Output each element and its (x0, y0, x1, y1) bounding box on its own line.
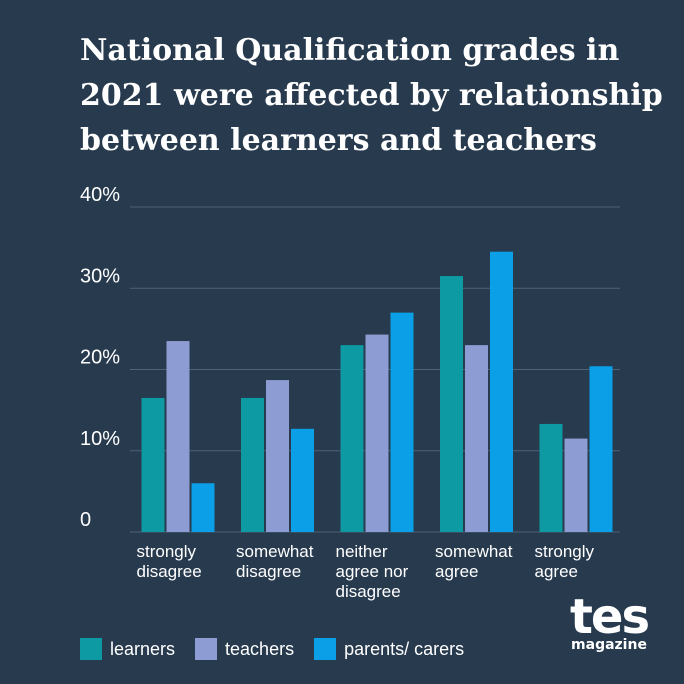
tes-magazine-logo: tes magazine (566, 589, 652, 653)
bar-parents-carers-0 (191, 483, 215, 532)
bar-learners-3 (440, 276, 463, 532)
legend-swatch-teachers (195, 638, 218, 660)
bar-teachers-1 (266, 380, 289, 532)
legend: learners teachers parents/ carers (80, 638, 484, 660)
bar-teachers-4 (564, 438, 588, 532)
x-category-label-2: neither agree nor disagree (336, 542, 409, 601)
x-category-label-3: somewhat agree (435, 542, 513, 581)
y-tick-label-10: 10% (80, 428, 120, 450)
y-tick-label-40: 40% (80, 184, 120, 206)
x-category-label-1: somewhat disagree (236, 542, 314, 581)
y-tick-label-20: 20% (80, 347, 120, 369)
legend-label-parents-carers: parents/ carers (344, 638, 465, 659)
legend-swatch-learners (80, 638, 102, 660)
x-category-label-4: strongly agree (535, 542, 595, 581)
bar-parents-carers-2 (390, 312, 414, 532)
x-category-label-0: strongly disagree (137, 542, 202, 581)
logo-main-text: tes (569, 589, 650, 645)
bar-parents-carers-3 (490, 251, 513, 532)
bar-teachers-2 (365, 334, 389, 532)
chart-title: National Qualification grades in 2021 we… (80, 28, 670, 163)
legend-label-learners: learners (110, 638, 176, 659)
bar-learners-1 (241, 397, 264, 532)
legend-item-parents-carers: parents/ carers (314, 638, 464, 660)
bar-learners-4 (539, 423, 563, 532)
logo-sub-text: magazine (571, 637, 647, 653)
y-tick-label-0: 0 (80, 509, 91, 531)
title-line-3: between learners and teachers (80, 123, 597, 158)
title-line-1: National Qualification grades in (80, 33, 620, 68)
bar-teachers-0 (166, 341, 190, 532)
bar-learners-2 (340, 345, 364, 532)
legend-swatch-parents-carers (314, 638, 337, 660)
legend-item-teachers: teachers (195, 638, 294, 660)
bar-parents-carers-4 (589, 366, 613, 532)
bar-teachers-3 (465, 345, 488, 532)
legend-label-teachers: teachers (225, 638, 295, 659)
y-tick-label-30: 30% (80, 265, 120, 287)
bar-parents-carers-1 (291, 428, 314, 532)
bar-learners-0 (141, 397, 165, 532)
legend-item-learners: learners (80, 638, 175, 660)
title-line-2: 2021 were affected by relationship (80, 78, 663, 113)
